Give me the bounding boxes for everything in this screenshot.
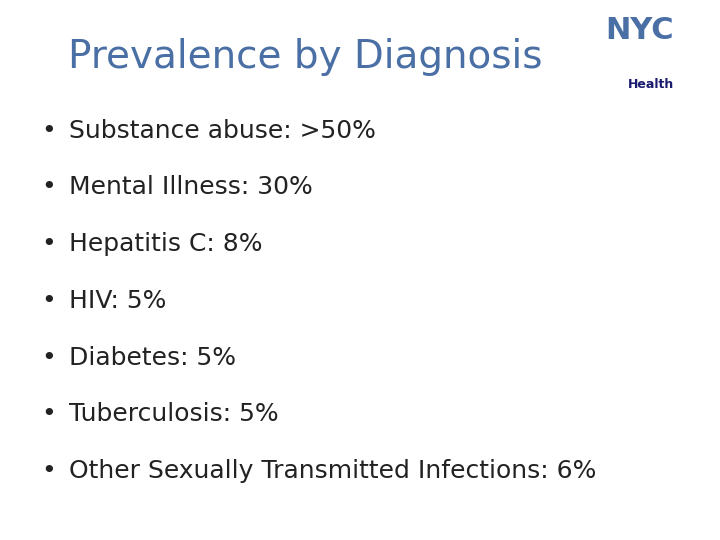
Text: NYC: NYC bbox=[606, 16, 674, 45]
Text: Substance abuse: >50%: Substance abuse: >50% bbox=[70, 119, 377, 143]
Text: •: • bbox=[41, 232, 56, 256]
Text: Diabetes: 5%: Diabetes: 5% bbox=[70, 346, 236, 369]
Text: Other Sexually Transmitted Infections: 6%: Other Sexually Transmitted Infections: 6… bbox=[70, 459, 597, 483]
Text: •: • bbox=[41, 289, 56, 313]
Text: Mental Illness: 30%: Mental Illness: 30% bbox=[70, 176, 313, 199]
Text: Health: Health bbox=[628, 78, 674, 91]
Text: Hepatitis C: 8%: Hepatitis C: 8% bbox=[70, 232, 263, 256]
Text: Tuberculosis: 5%: Tuberculosis: 5% bbox=[70, 402, 279, 426]
Text: •: • bbox=[41, 119, 56, 143]
Text: Prevalence by Diagnosis: Prevalence by Diagnosis bbox=[68, 38, 543, 76]
Text: HIV: 5%: HIV: 5% bbox=[70, 289, 167, 313]
Text: •: • bbox=[41, 459, 56, 483]
Text: •: • bbox=[41, 402, 56, 426]
Text: •: • bbox=[41, 346, 56, 369]
Text: •: • bbox=[41, 176, 56, 199]
